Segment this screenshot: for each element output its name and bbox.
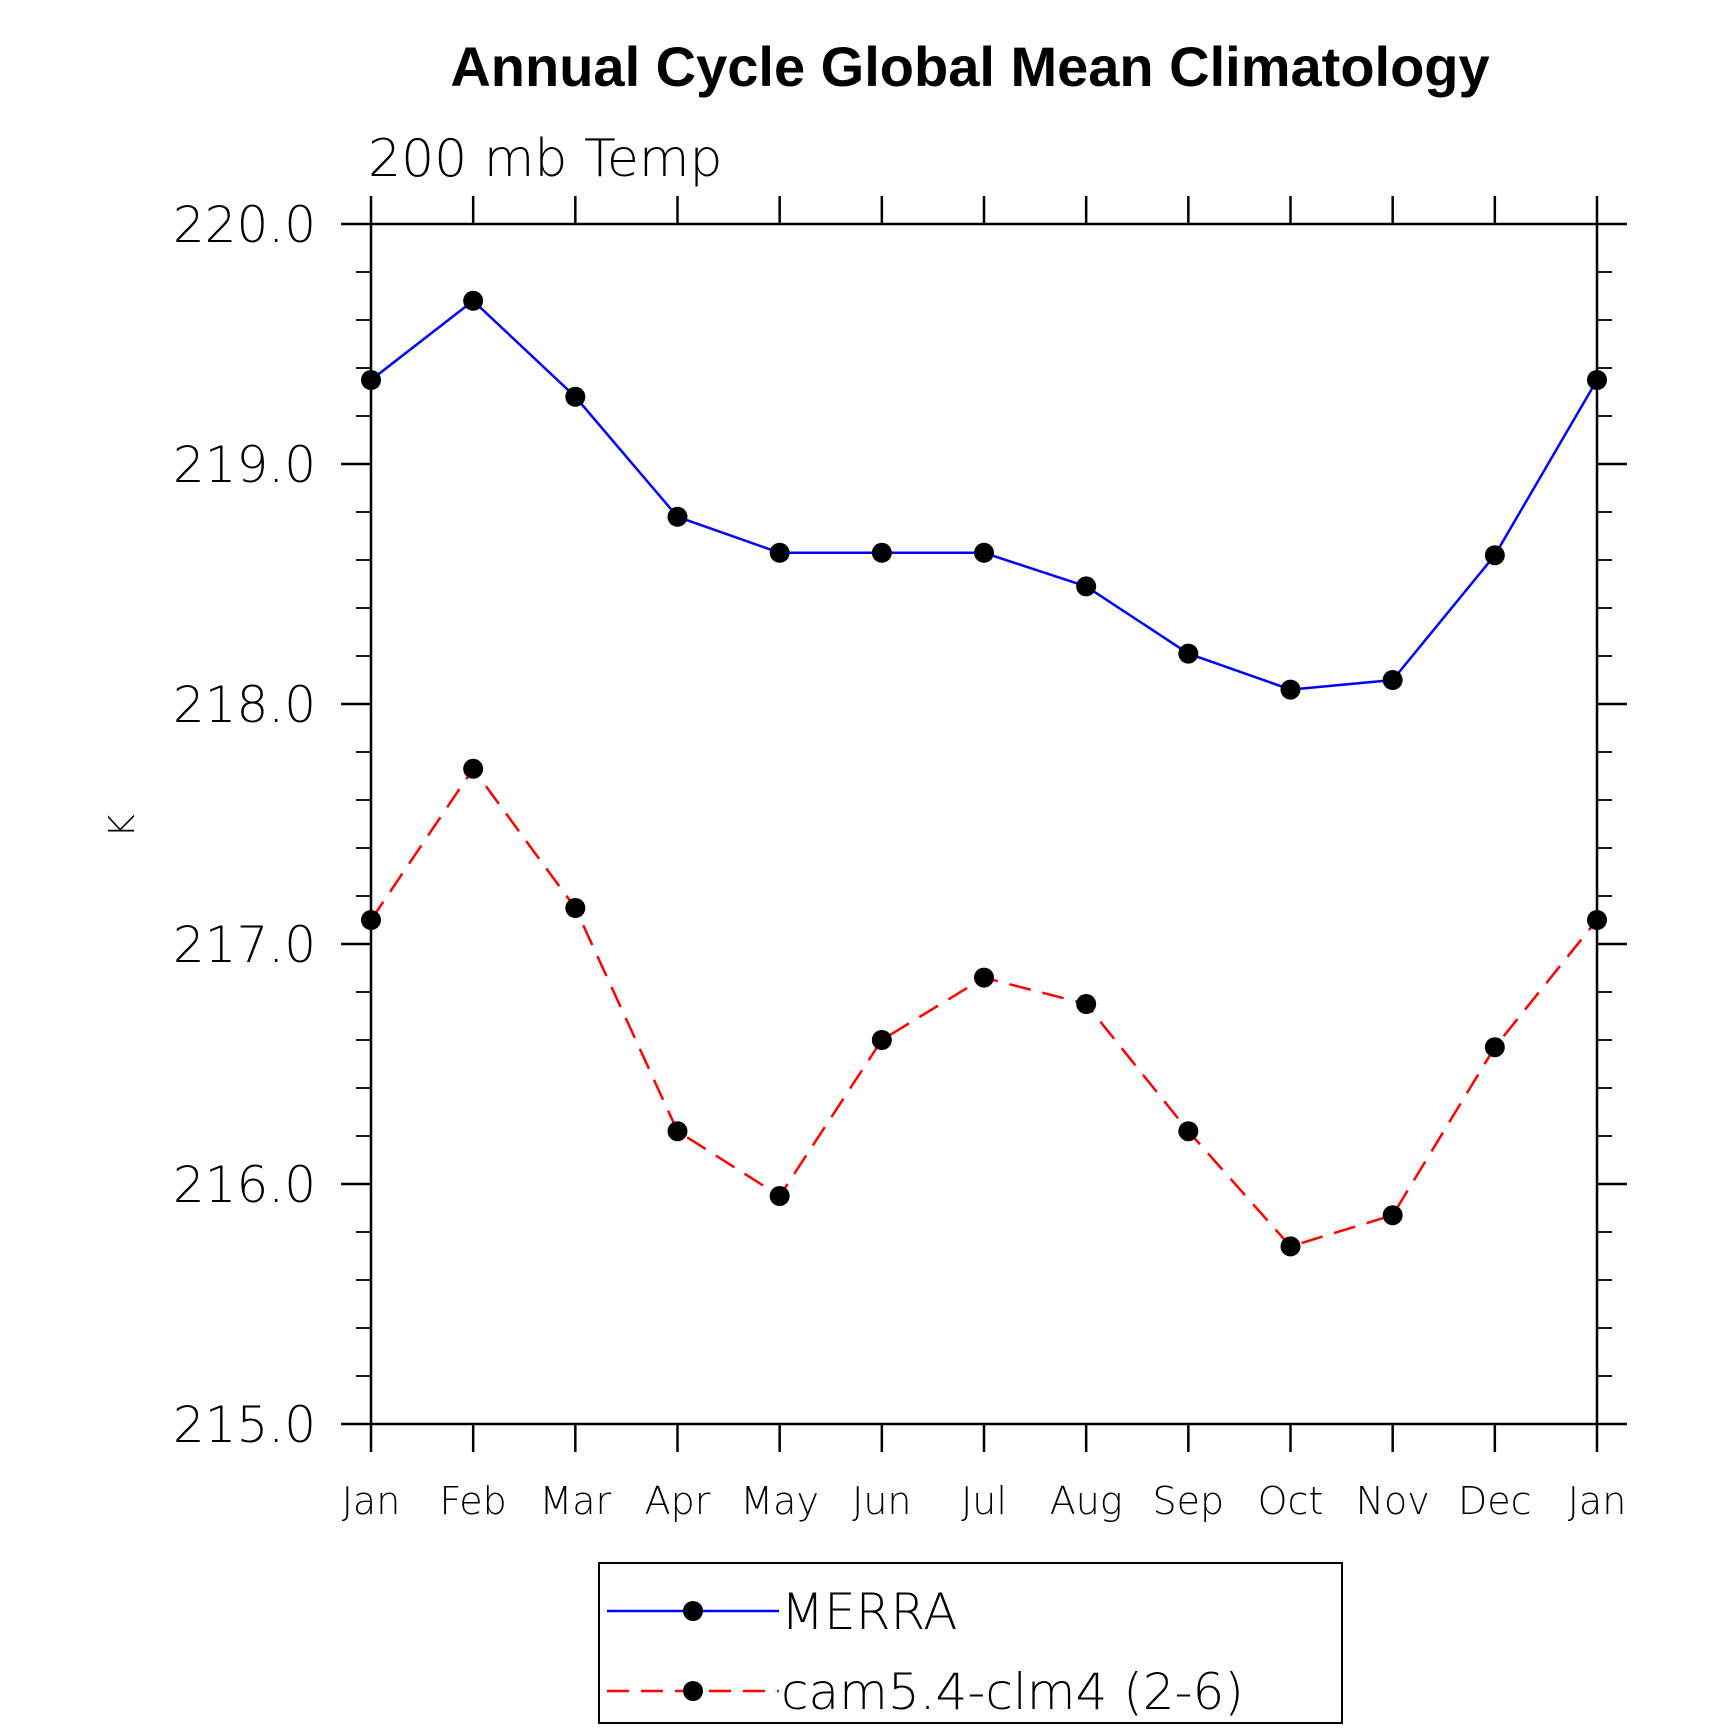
data-point: [974, 542, 994, 563]
y-tick-label: 216.0: [173, 1156, 316, 1214]
legend: MERRA cam5.4-clm4 (2-6): [598, 1562, 1343, 1724]
data-point: [1587, 370, 1607, 390]
data-point: [1178, 643, 1199, 664]
data-point: [871, 542, 892, 563]
y-tick-label: 215.0: [173, 1396, 316, 1454]
series-line-1: [369, 766, 1598, 1248]
data-point: [974, 967, 994, 988]
chart-subtitle: 200 mb Temp: [368, 129, 723, 189]
data-point: [463, 758, 484, 779]
data-point: [1382, 1205, 1403, 1226]
legend-box: [598, 1562, 1343, 1724]
data-point: [769, 542, 790, 563]
x-tick-label: Feb: [440, 1479, 507, 1523]
legend-label: MERRA: [781, 1583, 957, 1641]
y-tick-label: 219.0: [173, 436, 316, 494]
x-tick-label: Jan: [1568, 1479, 1627, 1523]
plot-area: Jan Feb Mar Apr May Jun Jul Aug Sep Oct Nov Dec Jan 2…: [173, 196, 1627, 1523]
data-point: [667, 506, 688, 527]
y-tick-label: 217.0: [173, 916, 316, 974]
data-point: [1280, 1236, 1301, 1257]
y-axis-label: K: [102, 814, 143, 838]
x-tick-label: Mar: [539, 1479, 611, 1523]
data-point: [1076, 994, 1097, 1014]
data-point: [1484, 545, 1505, 566]
data-point: [1587, 910, 1607, 930]
plot-frame: [369, 222, 1599, 1426]
series-line-0: [370, 299, 1599, 691]
data-point: [463, 290, 484, 311]
x-tick-label: Jul: [961, 1479, 1007, 1523]
x-tick-label: Sep: [1153, 1479, 1225, 1523]
x-tick-label: Apr: [645, 1479, 711, 1523]
x-tick-label: May: [740, 1479, 819, 1523]
data-point: [1484, 1037, 1505, 1058]
data-point: [565, 898, 586, 918]
data-point: [361, 910, 381, 930]
x-tick-label: Jan: [342, 1479, 401, 1523]
legend-marker: [683, 1601, 703, 1621]
data-point: [1076, 576, 1097, 597]
chart-title: Annual Cycle Global Mean Climatology: [450, 35, 1489, 98]
legend-marker: [683, 1681, 703, 1701]
y-tick-label: 218.0: [173, 676, 316, 734]
data-point: [1382, 670, 1403, 690]
x-tick-label: Oct: [1258, 1479, 1324, 1523]
data-point: [769, 1186, 790, 1206]
data-point: [361, 370, 381, 390]
data-point: [1280, 679, 1301, 700]
x-tick-label: Dec: [1458, 1479, 1532, 1523]
data-point: [871, 1030, 892, 1050]
legend-label: cam5.4-clm4 (2-6): [781, 1663, 1244, 1721]
x-tick-label: Nov: [1356, 1479, 1430, 1523]
data-point: [667, 1121, 688, 1142]
data-point: [1178, 1121, 1199, 1142]
x-tick-label: Aug: [1050, 1479, 1123, 1523]
x-tick-label: Jun: [852, 1479, 911, 1523]
y-tick-label: 220.0: [173, 196, 316, 254]
data-point: [565, 386, 586, 407]
